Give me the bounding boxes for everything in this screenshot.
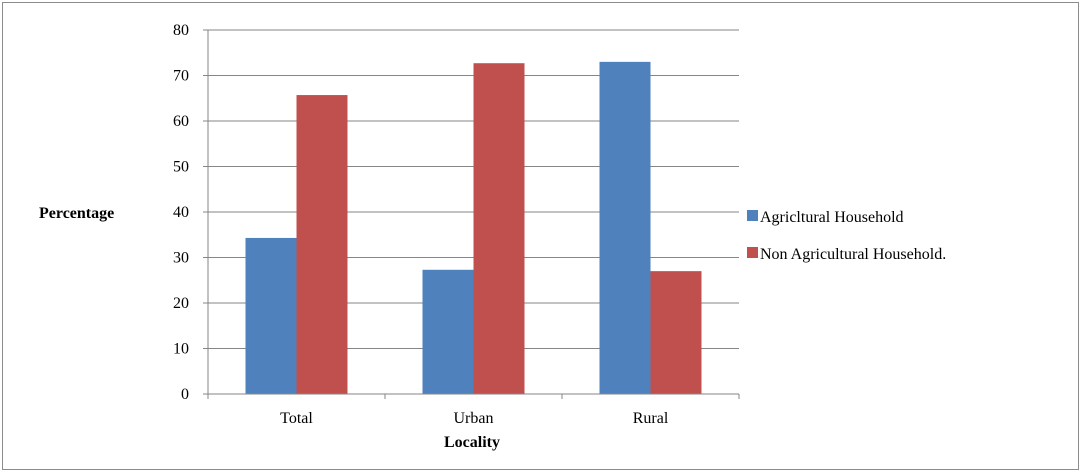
- bars: [245, 61, 702, 395]
- y-tick-label: 50: [173, 159, 189, 176]
- x-tick-label: Total: [280, 410, 313, 427]
- bar: [245, 237, 297, 394]
- legend-label: Non Agricultural Household.: [760, 246, 946, 263]
- bar: [599, 61, 651, 394]
- legend-label: Agricltural Household: [760, 209, 904, 226]
- bar: [650, 271, 702, 394]
- y-tick-label: 20: [173, 295, 189, 312]
- y-tick-label: 30: [173, 250, 189, 267]
- axes: [203, 29, 740, 399]
- y-tick-label: 40: [173, 204, 189, 221]
- legend-swatch: [747, 210, 758, 221]
- legend: Agricltural Household Non Agricultural Ho…: [747, 209, 946, 263]
- y-axis-title: Percentage: [39, 205, 114, 222]
- y-tick-labels: 0 10 20 30 40 50 60 70 80: [173, 22, 189, 403]
- x-tick-label: Rural: [633, 410, 669, 427]
- y-tick-label: 60: [173, 113, 189, 130]
- y-tick-label: 80: [173, 22, 189, 39]
- y-tick-label: 70: [173, 68, 189, 85]
- bar: [473, 63, 525, 395]
- bar: [296, 95, 348, 394]
- x-tick-labels: Total Urban Rural: [280, 410, 669, 427]
- y-tick-label: 0: [181, 386, 189, 403]
- x-axis-title: Locality: [444, 434, 500, 451]
- x-tick-label: Urban: [454, 410, 494, 427]
- bar: [422, 269, 474, 394]
- legend-swatch: [747, 247, 758, 258]
- y-tick-label: 10: [173, 341, 189, 358]
